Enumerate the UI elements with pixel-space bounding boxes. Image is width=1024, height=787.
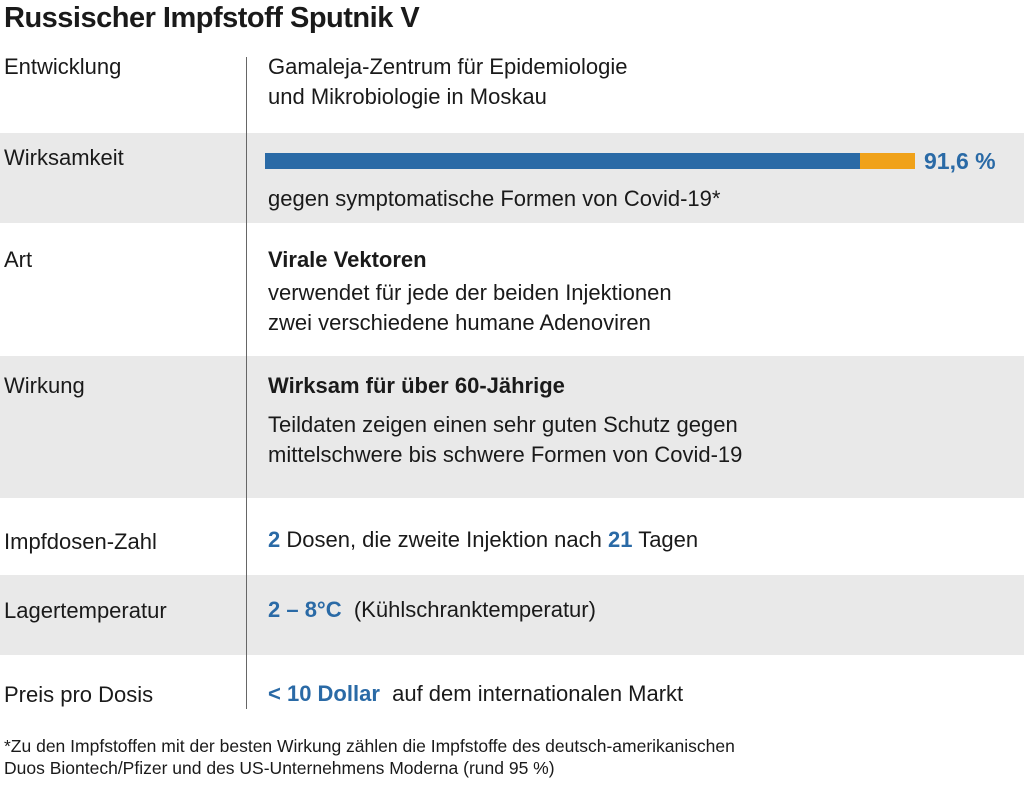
column-divider [246,57,247,709]
row-content-lagertemperatur: 2 – 8°C (Kühlschranktemperatur) [268,595,596,625]
price-value: < 10 Dollar [268,681,380,706]
storage-temperature: 2 – 8°C [268,597,342,622]
wirkung-line1: Teildaten zeigen einen sehr guten Schutz… [268,412,738,437]
row-label-wirkung: Wirkung [4,373,85,398]
row-label-preis: Preis pro Dosis [4,682,154,707]
wirkung-heading: Wirksam für über 60-Jährige [268,373,565,398]
art-line1: verwendet für jede der beiden Injektione… [268,280,672,305]
storage-temperature-note: (Kühlschranktemperatur) [341,597,596,622]
row-label-entwicklung: Entwicklung [4,54,122,79]
row-bg-wirksamkeit [0,133,1024,223]
dose-count: 2 [268,527,281,552]
row-label-art: Art [4,247,33,272]
row-content-preis: < 10 Dollar auf dem internationalen Mark… [268,679,683,709]
dose-text1: Dosen, die zweite Injektion nach [280,527,608,552]
row-content-impfdosen: 2 Dosen, die zweite Injektion nach 21 Ta… [268,525,698,555]
art-line2: zwei verschiedene humane Adenoviren [268,310,651,335]
row-bg-wirkung [0,356,1024,498]
row-bg-lagertemperatur [0,575,1024,655]
footnote-line2: Duos Biontech/Pfizer und des US-Unterneh… [4,758,555,778]
efficacy-bar-fill [265,153,861,169]
art-heading: Virale Vektoren [268,247,427,272]
efficacy-value: 91,6 % [924,148,996,174]
price-note: auf dem internationalen Markt [379,681,684,706]
row-content-art: Virale Vektoren verwendet für jede der b… [268,245,672,338]
row-label-impfdosen: Impfdosen-Zahl [4,529,157,554]
footnote: *Zu den Impfstoffen mit der besten Wirku… [4,735,735,779]
row-content-wirkung: Wirksam für über 60-Jährige Teildaten ze… [268,371,742,470]
wirkung-line2: mittelschwere bis schwere Formen von Cov… [268,442,743,467]
row-label-lagertemperatur: Lagertemperatur [4,598,167,623]
dose-interval-days: 21 [608,527,633,552]
efficacy-bar [265,153,915,169]
row-label-wirksamkeit: Wirksamkeit [4,145,124,170]
entwicklung-line2: und Mikrobiologie in Moskau [268,84,547,109]
footnote-line1: *Zu den Impfstoffen mit der besten Wirku… [4,736,735,756]
dose-text2: Tagen [632,527,699,552]
efficacy-caption: gegen symptomatische Formen von Covid-19… [268,186,721,211]
entwicklung-line1: Gamaleja-Zentrum für Epidemiologie [268,54,628,79]
row-content-entwicklung: Gamaleja-Zentrum für Epidemiologie und M… [268,52,628,112]
page-title: Russischer Impfstoff Sputnik V [4,2,420,34]
